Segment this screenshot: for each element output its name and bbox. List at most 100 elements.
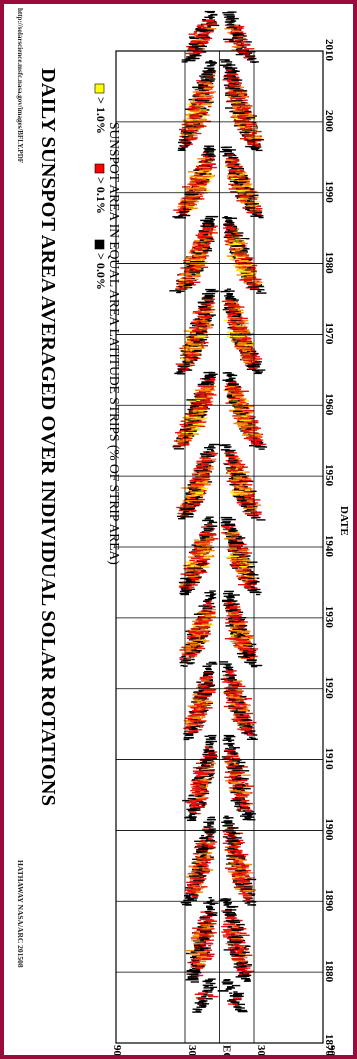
spot-mark bbox=[224, 903, 232, 905]
spot-mark bbox=[188, 875, 200, 877]
spot-mark bbox=[228, 936, 234, 938]
spot-mark bbox=[244, 661, 249, 663]
spot-mark bbox=[189, 730, 198, 732]
spot-mark bbox=[210, 841, 218, 843]
spot-mark bbox=[224, 690, 235, 693]
spot-mark bbox=[198, 547, 210, 550]
spot-mark bbox=[207, 819, 213, 821]
spot-mark bbox=[233, 992, 244, 995]
spot-mark bbox=[180, 441, 189, 444]
spot-mark bbox=[234, 406, 244, 409]
spot-mark bbox=[183, 564, 191, 567]
spot-mark bbox=[228, 383, 239, 385]
spot-mark bbox=[202, 562, 207, 565]
spot-mark bbox=[240, 863, 253, 866]
spot-mark bbox=[225, 527, 237, 530]
spot-mark bbox=[193, 772, 205, 774]
spot-mark bbox=[184, 650, 196, 653]
spot-mark bbox=[196, 480, 201, 483]
spot-mark bbox=[236, 809, 241, 811]
spot-mark bbox=[196, 795, 203, 797]
spot-mark bbox=[201, 692, 212, 695]
spot-mark bbox=[241, 873, 246, 875]
spot-mark bbox=[234, 473, 246, 475]
spot-mark bbox=[239, 644, 246, 647]
spot-mark bbox=[203, 527, 214, 530]
spot-mark bbox=[242, 641, 247, 643]
spot-mark bbox=[239, 890, 245, 892]
spot-mark bbox=[242, 892, 246, 894]
spot-mark bbox=[199, 635, 209, 637]
spot-mark bbox=[194, 421, 207, 423]
spot-mark bbox=[189, 711, 197, 713]
spot-mark bbox=[201, 382, 211, 384]
spot-mark bbox=[200, 383, 210, 385]
spot-mark bbox=[224, 687, 228, 689]
spot-mark bbox=[228, 543, 232, 546]
spot-mark bbox=[241, 503, 254, 505]
spot-mark bbox=[249, 434, 255, 437]
spot-mark bbox=[204, 518, 211, 520]
spot-mark bbox=[227, 388, 236, 391]
spot-mark bbox=[191, 895, 199, 897]
spot-mark bbox=[227, 460, 238, 463]
spot-mark bbox=[209, 920, 217, 922]
spot-mark bbox=[195, 485, 202, 487]
spot-mark bbox=[228, 409, 235, 411]
spot-mark bbox=[189, 327, 199, 329]
spot-mark bbox=[198, 996, 207, 999]
spot-mark bbox=[223, 595, 235, 597]
spot-mark bbox=[223, 604, 230, 606]
spot-mark bbox=[209, 903, 216, 906]
spot-mark bbox=[197, 939, 205, 941]
spot-mark bbox=[200, 557, 210, 559]
spot-mark bbox=[230, 921, 237, 924]
spot-mark bbox=[223, 949, 235, 951]
spot-mark bbox=[197, 332, 203, 335]
spot-mark bbox=[189, 630, 201, 632]
spot-mark bbox=[195, 1010, 201, 1012]
spot-mark bbox=[176, 437, 182, 439]
spot-mark bbox=[246, 734, 253, 736]
spot-mark bbox=[205, 836, 215, 838]
spot-mark bbox=[184, 441, 190, 443]
spot-mark bbox=[199, 958, 212, 961]
spot-mark bbox=[194, 324, 206, 326]
cycle-3 bbox=[180, 815, 257, 906]
spot-mark bbox=[196, 544, 206, 547]
spot-mark bbox=[193, 870, 197, 872]
spot-mark bbox=[203, 461, 214, 463]
spot-mark bbox=[200, 762, 211, 764]
spot-mark bbox=[238, 701, 244, 704]
spot-mark bbox=[233, 477, 241, 480]
spot-mark bbox=[209, 742, 214, 744]
spot-mark bbox=[195, 861, 206, 863]
spot-mark bbox=[226, 396, 236, 398]
spot-mark bbox=[186, 949, 196, 952]
spot-mark bbox=[189, 652, 201, 654]
spot-mark bbox=[237, 636, 241, 638]
spot-mark bbox=[189, 812, 198, 815]
spot-mark bbox=[209, 834, 213, 836]
spot-mark bbox=[234, 642, 246, 644]
spot-mark bbox=[241, 868, 246, 870]
spot-mark bbox=[202, 531, 210, 534]
spot-mark bbox=[232, 463, 236, 465]
spot-mark bbox=[181, 437, 193, 439]
spot-mark bbox=[242, 579, 246, 582]
spot-mark bbox=[228, 779, 239, 781]
spot-mark bbox=[205, 539, 215, 541]
spot-mark bbox=[243, 806, 249, 808]
spot-mark bbox=[187, 433, 199, 435]
spot-mark bbox=[224, 446, 232, 448]
spot-mark bbox=[223, 666, 234, 669]
spot-mark bbox=[243, 865, 249, 868]
spot-mark bbox=[225, 988, 232, 990]
spot-mark bbox=[230, 932, 242, 934]
spot-mark bbox=[242, 432, 247, 435]
spot-mark bbox=[234, 855, 244, 857]
spot-mark bbox=[198, 882, 204, 884]
spot-mark bbox=[193, 337, 205, 339]
spot-mark bbox=[243, 497, 255, 500]
spot-mark bbox=[242, 802, 247, 804]
